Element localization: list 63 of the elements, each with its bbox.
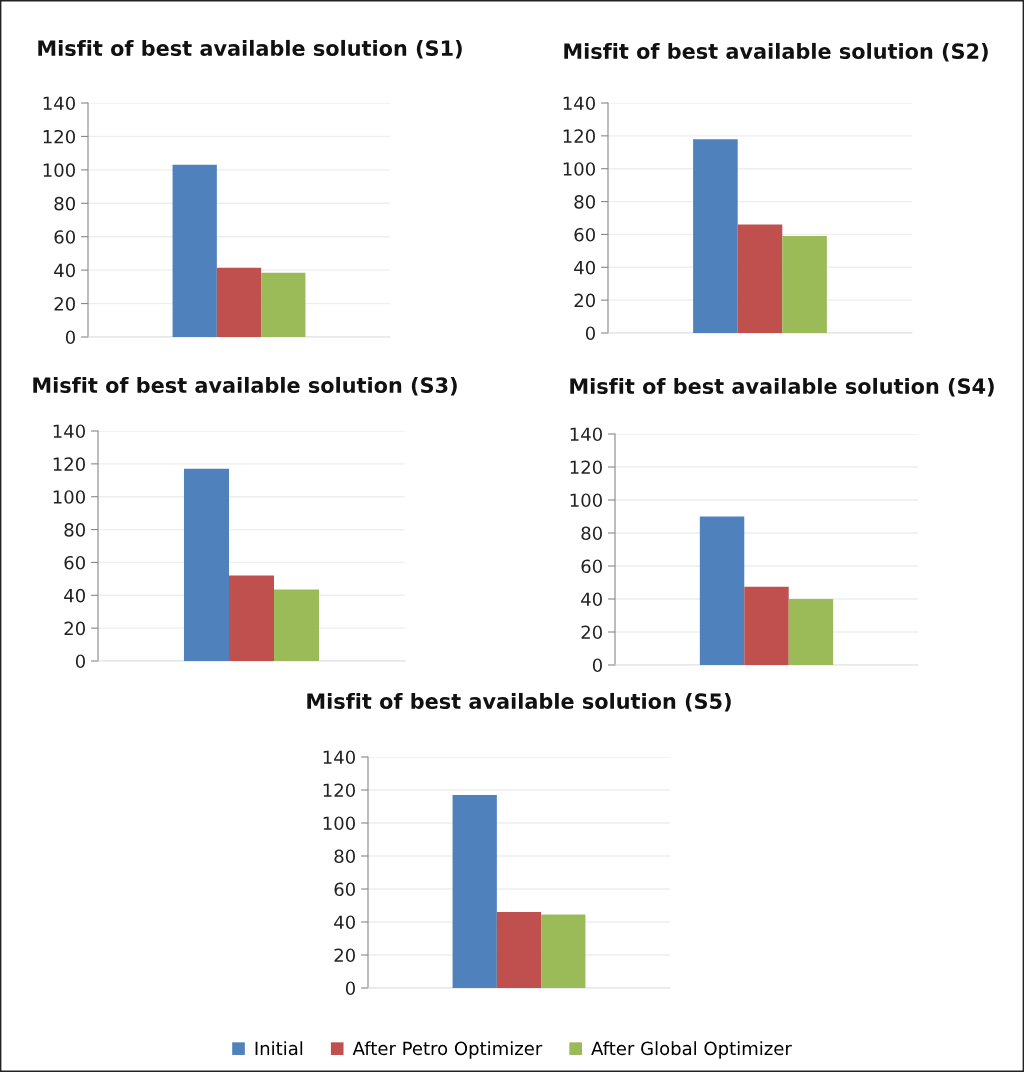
chart-title: Misfit of best available solution (S1) xyxy=(38,39,462,59)
bar xyxy=(782,236,827,333)
legend-label: After Petro Optimizer xyxy=(352,1041,543,1059)
bar xyxy=(172,164,217,337)
chart-title: Misfit of best available solution (S4) xyxy=(570,377,994,397)
bar xyxy=(261,272,306,337)
y-tick-label: 140 xyxy=(323,750,355,765)
y-tick-label: 40 xyxy=(581,592,602,607)
y-tick-label: 120 xyxy=(570,460,602,475)
y-tick-label: 20 xyxy=(334,948,355,963)
y-tick-label: 120 xyxy=(43,129,75,144)
y-tick-label: 120 xyxy=(323,783,355,798)
y-tick-label: 0 xyxy=(65,330,75,345)
y-tick-label: 140 xyxy=(43,96,75,111)
y-tick-label: 120 xyxy=(563,129,595,143)
y-tick-label: 100 xyxy=(570,493,602,508)
y-tick-label: 80 xyxy=(64,523,85,537)
y-tick-label: 60 xyxy=(574,227,595,242)
y-tick-label: 20 xyxy=(54,297,75,311)
bar xyxy=(183,468,229,661)
y-tick-label: 80 xyxy=(334,849,355,864)
y-tick-label: 0 xyxy=(75,654,85,669)
chart-title: Misfit of best available solution (S2) xyxy=(564,42,988,62)
bar xyxy=(274,589,320,661)
y-tick-label: 100 xyxy=(43,163,75,177)
chart-title: Misfit of best available solution (S5) xyxy=(307,692,731,712)
bar xyxy=(452,794,497,988)
y-tick-label: 0 xyxy=(585,326,595,341)
y-tick-label: 20 xyxy=(64,621,85,636)
bar xyxy=(737,224,783,333)
y-tick-label: 100 xyxy=(53,490,85,504)
bar xyxy=(693,139,738,333)
y-tick-label: 60 xyxy=(581,559,602,574)
y-tick-label: 40 xyxy=(574,260,595,275)
y-tick-label: 40 xyxy=(54,263,75,278)
y-tick-label: 40 xyxy=(334,915,355,930)
y-tick-label: 0 xyxy=(345,981,355,996)
bar xyxy=(216,267,262,337)
y-tick-label: 100 xyxy=(323,816,355,831)
legend-label: After Global Optimizer xyxy=(591,1041,792,1059)
y-tick-label: 100 xyxy=(563,162,595,176)
y-tick-label: 60 xyxy=(64,555,85,570)
y-tick-label: 140 xyxy=(563,96,595,111)
y-tick-label: 60 xyxy=(54,230,75,244)
bar xyxy=(699,516,745,665)
y-tick-label: 40 xyxy=(64,588,85,603)
legend-label: Initial xyxy=(255,1041,303,1056)
bar xyxy=(228,575,275,661)
bar xyxy=(541,914,586,988)
y-tick-label: 140 xyxy=(570,427,602,442)
y-tick-label: 0 xyxy=(592,658,602,673)
bar xyxy=(788,599,834,665)
y-tick-label: 140 xyxy=(53,424,85,439)
y-tick-label: 20 xyxy=(581,625,602,640)
y-tick-label: 80 xyxy=(581,526,602,541)
y-tick-label: 20 xyxy=(574,293,595,308)
y-tick-label: 60 xyxy=(334,882,355,897)
y-tick-label: 80 xyxy=(574,195,595,209)
y-tick-label: 120 xyxy=(53,457,85,471)
bar xyxy=(744,586,789,665)
chart-title: Misfit of best available solution (S3) xyxy=(33,376,457,396)
y-tick-label: 80 xyxy=(54,196,75,211)
bar xyxy=(496,912,542,988)
